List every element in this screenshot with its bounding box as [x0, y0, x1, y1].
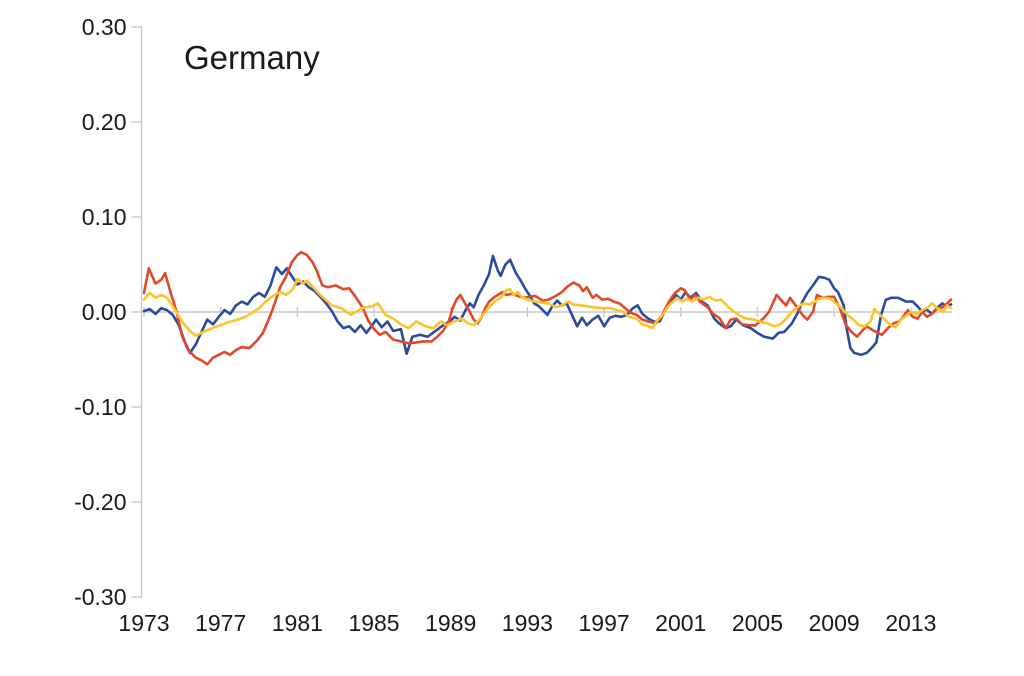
x-axis-tick-label: 2001 — [655, 610, 707, 636]
x-axis-tick-label: 1977 — [195, 610, 247, 636]
chart-title: Germany — [184, 39, 320, 76]
x-axis-tick-label: 1997 — [578, 610, 630, 636]
y-axis-tick-label: -0.30 — [74, 584, 127, 610]
x-axis-tick-label: 1985 — [348, 610, 400, 636]
y-axis-tick-label: -0.20 — [74, 489, 127, 515]
x-axis-tick-label: 2005 — [731, 610, 784, 636]
y-axis-tick-label: -0.10 — [74, 394, 127, 420]
series-line-blue — [142, 254, 953, 357]
y-axis-tick-label: 0.00 — [81, 299, 127, 325]
x-axis-tick-label: 1973 — [118, 610, 170, 636]
series-line-yellow — [142, 277, 953, 338]
x-axis-tick-label: 2013 — [885, 610, 937, 636]
y-axis-tick-label: 0.10 — [81, 204, 127, 230]
x-axis-tick-label: 1989 — [425, 610, 477, 636]
x-axis-tick-label: 1993 — [501, 610, 553, 636]
y-axis-tick-label: 0.30 — [81, 14, 127, 40]
x-axis-tick-label: 1981 — [271, 610, 323, 636]
y-axis-tick-label: 0.20 — [81, 109, 127, 135]
x-axis-tick-label: 2009 — [808, 610, 860, 636]
series-line-red — [142, 250, 953, 366]
